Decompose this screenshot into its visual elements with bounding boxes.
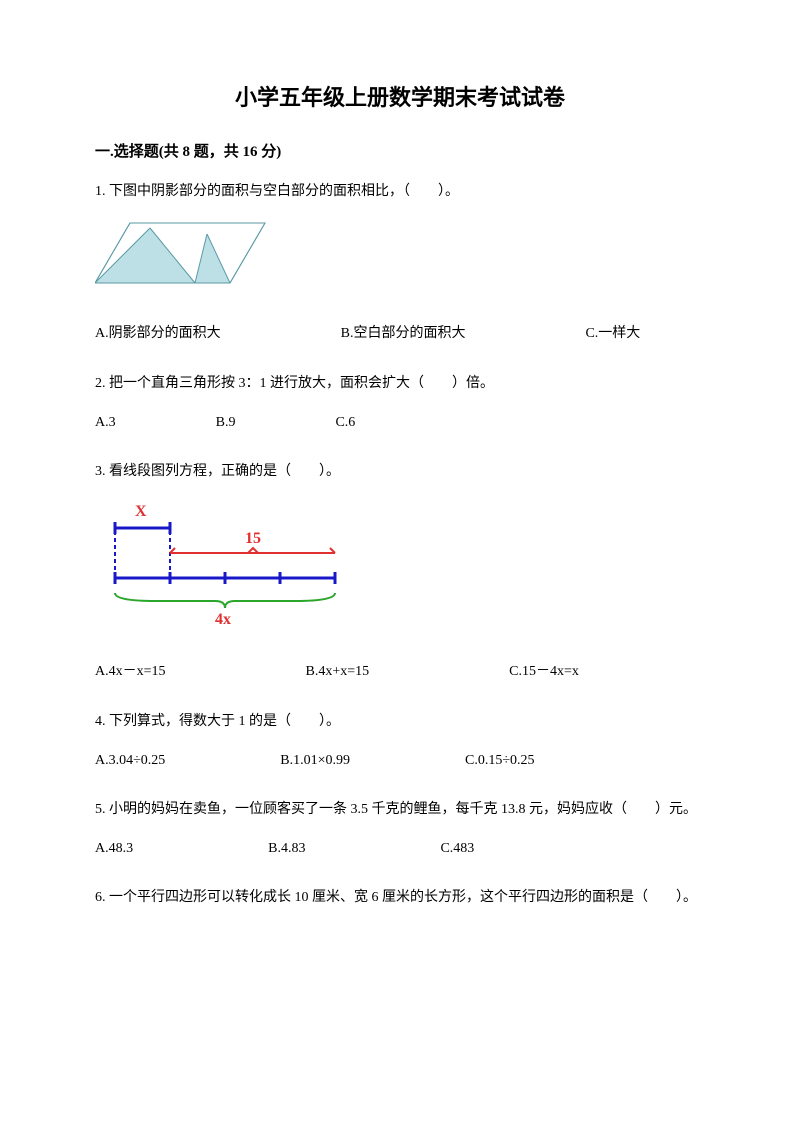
- question-2: 2. 把一个直角三角形按 3：1 进行放大，面积会扩大（ ）倍。 A.3 B.9…: [95, 371, 705, 435]
- q1-text: 1. 下图中阴影部分的面积与空白部分的面积相比，（ ）。: [95, 179, 705, 204]
- q1-options: A.阴影部分的面积大 B.空白部分的面积大 C.一样大: [95, 321, 705, 346]
- q1-option-b: B.空白部分的面积大: [341, 321, 466, 346]
- question-5: 5. 小明的妈妈在卖鱼，一位顾客买了一条 3.5 千克的鲤鱼，每千克 13.8 …: [95, 797, 705, 861]
- section-header: 一.选择题(共 8 题，共 16 分): [95, 140, 705, 161]
- q3-label-4x: 4x: [215, 611, 231, 628]
- q6-text: 6. 一个平行四边形可以转化成长 10 厘米、宽 6 厘米的长方形，这个平行四边…: [95, 885, 705, 910]
- q5-option-b: B.4.83: [268, 836, 305, 861]
- q3-figure: X 15 4x: [95, 498, 705, 637]
- shaded-triangle-2: [195, 234, 230, 283]
- question-6: 6. 一个平行四边形可以转化成长 10 厘米、宽 6 厘米的长方形，这个平行四边…: [95, 885, 705, 910]
- q3-label-x: X: [135, 503, 147, 520]
- question-4: 4. 下列算式，得数大于 1 的是（ ）。 A.3.04÷0.25 B.1.01…: [95, 709, 705, 773]
- q2-options: A.3 B.9 C.6: [95, 410, 705, 435]
- q4-option-c: C.0.15÷0.25: [465, 748, 535, 773]
- q3-options: A.4x－x=15 B.4x+x=15 C.15－4x=x: [95, 659, 705, 684]
- q3-option-c: C.15－4x=x: [509, 659, 579, 684]
- q2-text: 2. 把一个直角三角形按 3：1 进行放大，面积会扩大（ ）倍。: [95, 371, 705, 396]
- q1-figure: [95, 218, 705, 299]
- question-3: 3. 看线段图列方程，正确的是（ ）。 X 15 4: [95, 459, 705, 685]
- q2-option-c: C.6: [335, 410, 355, 435]
- question-1: 1. 下图中阴影部分的面积与空白部分的面积相比，（ ）。 A.阴影部分的面积大 …: [95, 179, 705, 347]
- q3-option-b: B.4x+x=15: [306, 659, 370, 684]
- q4-text: 4. 下列算式，得数大于 1 的是（ ）。: [95, 709, 705, 734]
- q1-option-c: C.一样大: [585, 321, 640, 346]
- q2-option-a: A.3: [95, 410, 116, 435]
- q4-option-a: A.3.04÷0.25: [95, 748, 165, 773]
- q5-option-c: C.483: [440, 836, 474, 861]
- q3-label-15: 15: [245, 530, 261, 547]
- shaded-triangle-1: [95, 228, 195, 283]
- q2-option-b: B.9: [216, 410, 236, 435]
- q4-option-b: B.1.01×0.99: [280, 748, 350, 773]
- q3-text: 3. 看线段图列方程，正确的是（ ）。: [95, 459, 705, 484]
- q5-option-a: A.48.3: [95, 836, 133, 861]
- q1-option-a: A.阴影部分的面积大: [95, 321, 221, 346]
- page-title: 小学五年级上册数学期末考试试卷: [95, 80, 705, 112]
- q3-option-a: A.4x－x=15: [95, 659, 166, 684]
- q5-text: 5. 小明的妈妈在卖鱼，一位顾客买了一条 3.5 千克的鲤鱼，每千克 13.8 …: [95, 797, 705, 822]
- q5-options: A.48.3 B.4.83 C.483: [95, 836, 705, 861]
- q4-options: A.3.04÷0.25 B.1.01×0.99 C.0.15÷0.25: [95, 748, 705, 773]
